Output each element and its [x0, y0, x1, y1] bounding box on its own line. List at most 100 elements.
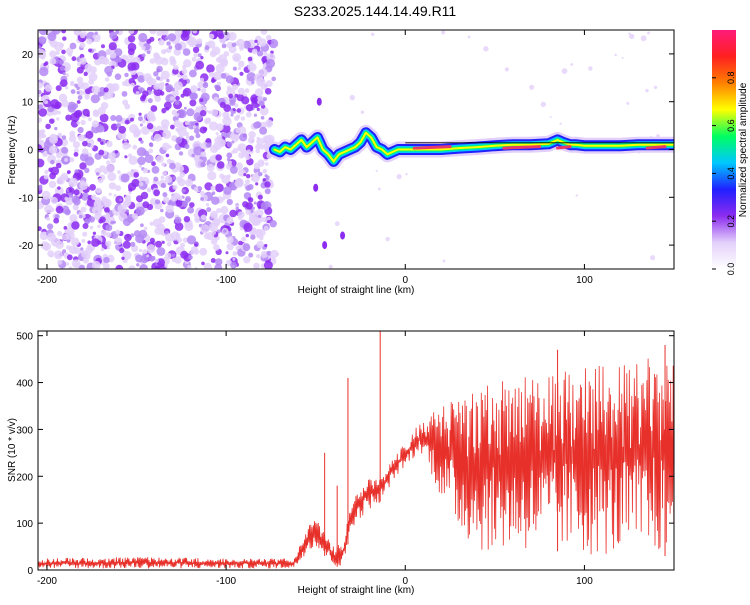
noise-speck [222, 197, 226, 201]
noise-speck [109, 31, 118, 40]
noise-speck [124, 155, 128, 159]
noise-speck [161, 107, 167, 114]
noise-speck [82, 231, 88, 237]
snr-y-tick-label: 300 [16, 425, 33, 436]
colorbar-tick-label: 0.0 [726, 263, 736, 276]
noise-speck [115, 264, 124, 269]
colorbar-tick-label: 0.8 [726, 72, 736, 85]
noise-speck [190, 250, 195, 255]
noise-speck [78, 264, 85, 269]
noise-speck [44, 169, 49, 175]
noise-speck [227, 32, 237, 41]
noise-speck [246, 158, 254, 166]
noise-speck [79, 180, 86, 186]
noise-speck [115, 185, 121, 192]
noise-speck [265, 34, 272, 41]
noise-speck [100, 141, 104, 145]
noise-speck [621, 57, 624, 59]
noise-speck [192, 30, 198, 34]
noise-speck [124, 233, 132, 242]
noise-speck [137, 75, 146, 83]
noise-speck [128, 30, 135, 35]
noise-speck [169, 162, 176, 170]
noise-speck [230, 261, 238, 269]
noise-speck [61, 30, 66, 34]
noise-speck [237, 143, 247, 153]
noise-speck [186, 108, 195, 117]
noise-speck [56, 117, 60, 121]
noise-speck [76, 66, 84, 74]
noise-speck [223, 104, 232, 112]
noise-speck [167, 33, 177, 42]
noise-speck [228, 160, 232, 165]
noise-speck [199, 126, 207, 134]
noise-speck [127, 153, 133, 158]
noise-speck [232, 135, 239, 142]
noise-speck [55, 240, 64, 249]
noise-speck [65, 86, 69, 90]
noise-speck [79, 57, 87, 65]
noise-speck [59, 42, 64, 48]
noise-speck [215, 183, 224, 193]
noise-speck [214, 137, 221, 144]
snr-x-tick-label: -200 [37, 576, 57, 587]
noise-speck [179, 171, 186, 178]
noise-speck [177, 109, 187, 119]
noise-speck [267, 39, 273, 45]
noise-speck [122, 142, 130, 150]
noise-speck [270, 50, 274, 55]
noise-speck [41, 190, 51, 200]
noise-speck [206, 207, 212, 213]
noise-speck [170, 124, 175, 130]
noise-speck [141, 126, 150, 135]
noise-speck [110, 123, 118, 131]
noise-speck [251, 80, 255, 85]
spectrogram-signal-layer [266, 97, 674, 250]
noise-speck [38, 93, 41, 98]
noise-speck [173, 81, 183, 91]
noise-speck [105, 240, 112, 247]
noise-speck [150, 105, 158, 112]
noise-speck [89, 184, 96, 191]
noise-speck [259, 126, 268, 135]
noise-speck [208, 71, 215, 78]
noise-speck [276, 252, 280, 256]
colorbar-gradient [712, 30, 736, 269]
noise-speck [48, 180, 57, 189]
noise-speck [244, 183, 247, 187]
noise-speck [71, 259, 81, 269]
noise-speck [247, 136, 255, 144]
noise-speck [226, 157, 231, 162]
noise-speck [204, 118, 211, 125]
noise-speck [238, 126, 247, 135]
noise-speck [80, 206, 87, 213]
noise-speck [116, 57, 122, 63]
noise-speck [588, 66, 593, 71]
noise-speck [136, 147, 147, 157]
noise-speck [127, 48, 135, 56]
noise-speck [237, 211, 245, 219]
noise-speck [161, 240, 165, 244]
noise-speck [124, 194, 132, 202]
noise-speck [195, 60, 205, 70]
noise-speck [162, 142, 170, 151]
noise-speck [149, 221, 154, 226]
noise-speck [218, 33, 225, 40]
noise-speck [123, 138, 127, 142]
noise-speck [177, 178, 186, 187]
noise-speck [47, 105, 54, 113]
noise-speck [91, 260, 101, 269]
noise-speck [143, 226, 148, 231]
spectrogram-x-tick-label: 0 [402, 275, 408, 286]
noise-speck [55, 254, 59, 258]
noise-speck [138, 32, 148, 43]
spectrogram-x-tick-label: -100 [216, 275, 236, 286]
noise-speck [264, 119, 273, 128]
noise-speck [70, 80, 75, 86]
noise-speck [38, 117, 43, 123]
noise-speck [104, 77, 110, 82]
noise-speck [61, 49, 66, 55]
noise-speck [49, 57, 57, 65]
noise-speck [77, 95, 83, 100]
noise-speck [103, 256, 110, 264]
